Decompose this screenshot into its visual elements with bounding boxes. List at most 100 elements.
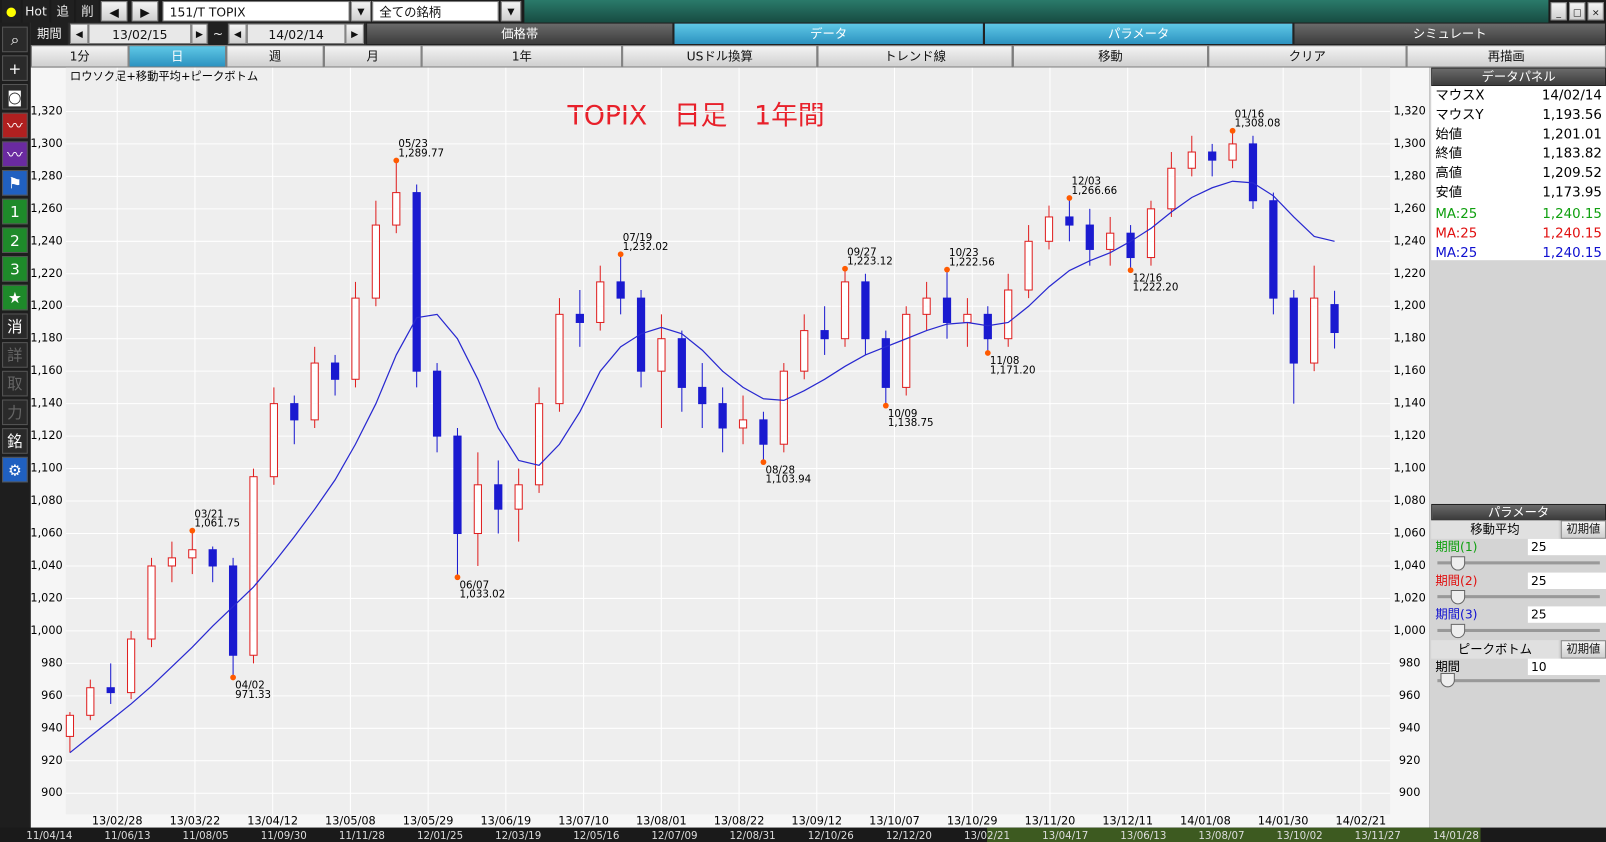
- peak-dot: [760, 459, 767, 466]
- chart-icon[interactable]: 〰: [2, 112, 28, 139]
- next-button[interactable]: ▶: [191, 23, 208, 45]
- strip-date: 13/10/02: [1277, 830, 1323, 842]
- candle-body: [1228, 143, 1237, 161]
- bulb-icon[interactable]: ●: [2, 0, 21, 23]
- prev-button[interactable]: ◀: [69, 23, 89, 45]
- delete-button[interactable]: 削: [76, 0, 99, 23]
- flag-icon[interactable]: ⚑: [2, 170, 28, 196]
- row-value: 1,201.01: [1542, 127, 1602, 143]
- y-tick-label: 900: [1399, 786, 1421, 799]
- close[interactable]: ×: [1587, 2, 1604, 21]
- tool-button[interactable]: 移動: [1012, 45, 1209, 68]
- star-icon[interactable]: ★: [2, 284, 28, 311]
- range-button[interactable]: 日: [128, 45, 227, 68]
- next-button[interactable]: ▶: [131, 1, 159, 22]
- peak-dot: [1229, 127, 1236, 134]
- y-tick-label: 1,120: [30, 429, 62, 442]
- range-button[interactable]: 月: [323, 45, 422, 68]
- range-button[interactable]: 1年: [421, 45, 623, 68]
- candle-body: [126, 638, 136, 694]
- strip-date: 12/05/16: [573, 830, 619, 842]
- prev-button[interactable]: ◀: [100, 1, 128, 22]
- reset-button[interactable]: 初期値: [1560, 640, 1606, 659]
- side-icon[interactable]: 銘: [2, 428, 28, 454]
- side-icon[interactable]: 力: [2, 399, 28, 426]
- hot-button[interactable]: Hot: [22, 0, 50, 23]
- tool-button[interactable]: 再描画: [1406, 45, 1606, 68]
- add-button[interactable]: 追: [51, 0, 75, 23]
- strip-date: 11/11/28: [339, 830, 385, 842]
- from-date[interactable]: 13/02/15: [88, 23, 192, 45]
- candle-body: [963, 313, 972, 323]
- candle-body: [800, 330, 809, 372]
- strip-date: 11/04/14: [26, 830, 72, 842]
- side-icon[interactable]: 2: [2, 227, 28, 254]
- prev-button[interactable]: ◀: [228, 23, 247, 45]
- maximize[interactable]: □: [1568, 2, 1586, 21]
- candle-body: [718, 403, 727, 429]
- row-value: 1,240.15: [1542, 245, 1602, 261]
- peak-dot: [882, 402, 889, 409]
- peak-value: 1,289.77: [398, 147, 444, 159]
- minimize[interactable]: _: [1550, 2, 1567, 21]
- y-tick-label: 1,060: [30, 527, 62, 540]
- tab[interactable]: パラメータ: [983, 22, 1294, 46]
- candle-body: [514, 484, 523, 510]
- dropdown[interactable]: ▼: [350, 1, 372, 22]
- settings-icon[interactable]: ⚙: [2, 456, 28, 483]
- slider-thumb[interactable]: [1450, 623, 1466, 639]
- candle-body: [698, 386, 707, 405]
- range-slider[interactable]: [987, 827, 1481, 842]
- panel-title: データパネル: [1431, 67, 1606, 87]
- zoom-icon[interactable]: +: [2, 55, 28, 81]
- x-tick-label: 13/06/19: [481, 815, 532, 828]
- tool-button[interactable]: トレンド線: [817, 45, 1013, 68]
- next-button[interactable]: ▶: [345, 23, 364, 45]
- param-value[interactable]: 25: [1527, 606, 1606, 623]
- y-tick-label: 1,040: [1393, 559, 1425, 572]
- peak-date: 10/23: [949, 247, 979, 259]
- dropdown[interactable]: ▼: [500, 1, 522, 22]
- slider-thumb[interactable]: [1450, 590, 1466, 605]
- row-label: 高値: [1435, 165, 1463, 182]
- tab[interactable]: データ: [673, 22, 984, 46]
- tab[interactable]: シミュレート: [1293, 22, 1606, 46]
- peak-dot: [842, 265, 848, 272]
- y-tick-label: 1,120: [1393, 429, 1425, 442]
- range-button[interactable]: 1分: [30, 45, 129, 68]
- y-tick-label: 1,080: [1393, 494, 1425, 507]
- to-date[interactable]: 14/02/14: [246, 23, 346, 45]
- slider-thumb[interactable]: [1450, 556, 1466, 571]
- y-tick-label: 1,040: [30, 559, 62, 572]
- tool-button[interactable]: クリア: [1208, 45, 1407, 68]
- range-button[interactable]: 週: [226, 45, 324, 68]
- camera-icon[interactable]: ◙: [2, 83, 28, 110]
- param-value[interactable]: 25: [1527, 538, 1606, 556]
- side-icon[interactable]: 詳: [2, 342, 28, 368]
- y-tick-label: 980: [41, 656, 63, 669]
- reset-button[interactable]: 初期値: [1560, 520, 1606, 539]
- slider-thumb[interactable]: [1440, 672, 1455, 688]
- chart-icon[interactable]: 〰: [2, 141, 28, 167]
- param-value[interactable]: 25: [1527, 572, 1606, 589]
- side-icon[interactable]: 1: [2, 198, 28, 225]
- search-icon[interactable]: ⌕: [2, 26, 28, 53]
- peak-value: 1,222.20: [1133, 282, 1179, 294]
- tab[interactable]: 価格帯: [366, 22, 674, 46]
- universe-box[interactable]: 全ての銘柄: [372, 1, 499, 22]
- candle-body: [65, 714, 75, 737]
- candle-body: [820, 330, 829, 340]
- side-icon[interactable]: 取: [2, 370, 28, 397]
- y-tick-label: 1,020: [30, 591, 62, 604]
- strip-date: 12/01/25: [417, 830, 463, 842]
- x-tick-label: 14/02/21: [1336, 815, 1387, 828]
- section-title: 移動平均: [1431, 520, 1559, 539]
- side-icon[interactable]: 消: [2, 313, 28, 340]
- candle-body: [494, 484, 503, 510]
- side-icon[interactable]: 3: [2, 256, 28, 282]
- param-value[interactable]: 10: [1527, 658, 1606, 676]
- row-label: MA:25: [1435, 245, 1478, 261]
- symbol-box[interactable]: 151/T TOPIX: [162, 1, 350, 22]
- tool-button[interactable]: USドル換算: [622, 45, 818, 68]
